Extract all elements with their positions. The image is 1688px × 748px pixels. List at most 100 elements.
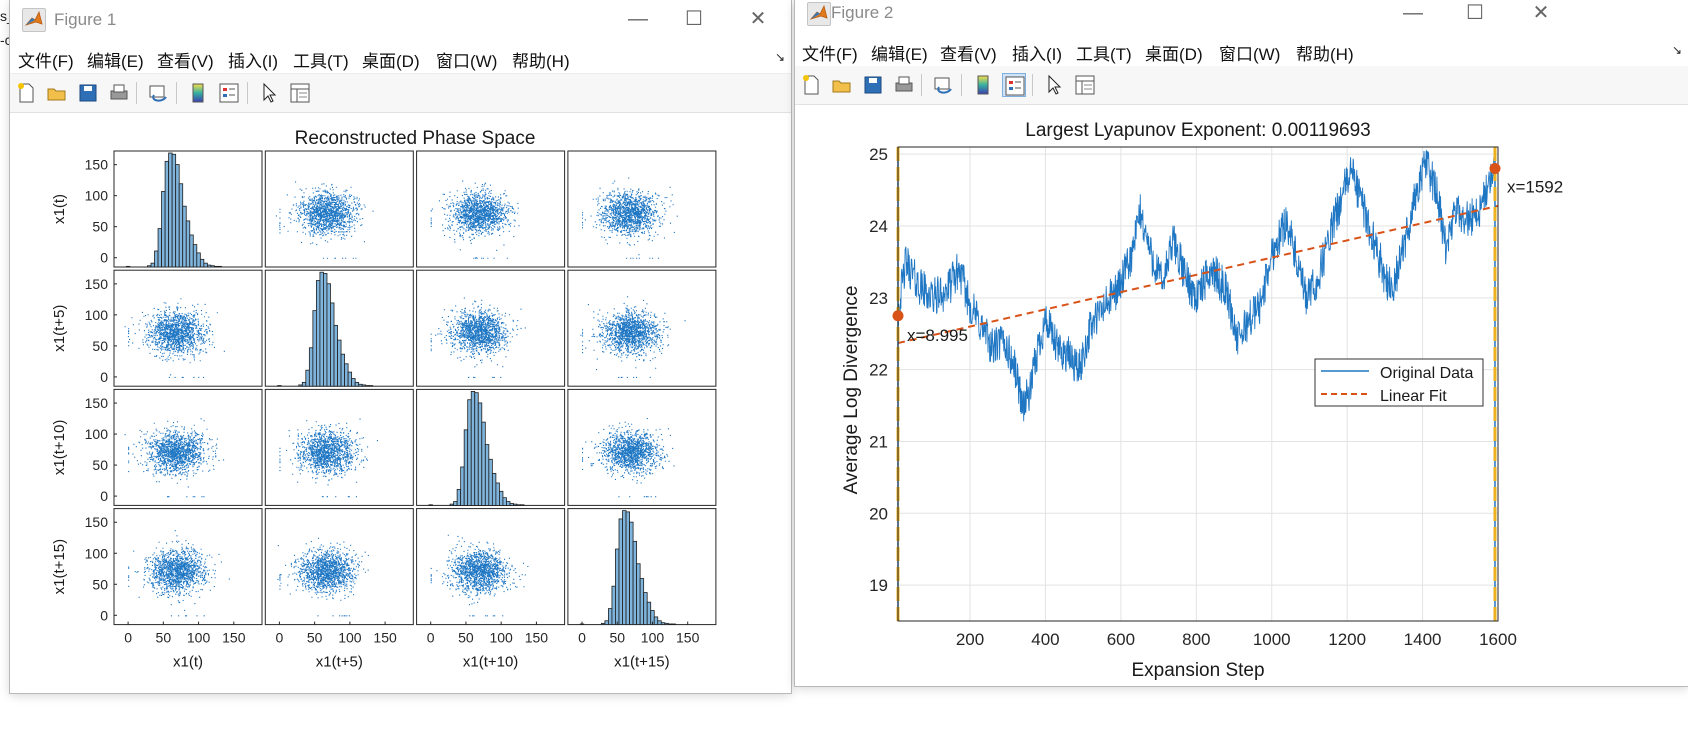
minimize-button[interactable]: — — [1403, 2, 1423, 24]
menu-window[interactable]: 窗口(W) — [1219, 45, 1281, 64]
histogram-bar — [178, 183, 184, 268]
print-icon[interactable] — [107, 81, 131, 105]
x-axis-label: Expansion Step — [1131, 660, 1264, 681]
menu-help[interactable]: 帮助(H) — [1296, 45, 1354, 64]
dock-arrow-icon[interactable]: ↘ — [1671, 43, 1682, 57]
close-button[interactable]: ✕ — [1532, 2, 1550, 24]
y-axis-label: Average Log Divergence — [841, 286, 862, 495]
new-figure-icon[interactable] — [799, 73, 823, 97]
histogram-bar — [189, 234, 194, 268]
legend-icon[interactable] — [217, 81, 241, 105]
y-tick-label: 0 — [100, 607, 108, 623]
menu-desktop[interactable]: 桌面(D) — [1145, 45, 1203, 64]
histogram-bar — [516, 504, 521, 506]
menu-file[interactable]: 文件(F) — [802, 45, 858, 64]
histogram-bar — [502, 497, 507, 506]
save-icon[interactable] — [861, 73, 885, 97]
window-title: Figure 1 — [54, 10, 117, 29]
figure-2-titlebar[interactable]: Figure 2 — ☐ ✕ — [795, 0, 1688, 34]
axes-frame — [897, 146, 1499, 622]
menu-window[interactable]: 窗口(W) — [436, 52, 498, 71]
legend-fit-label: Linear Fit — [1380, 388, 1447, 405]
y-tick-label: 25 — [869, 145, 888, 164]
menu-insert[interactable]: 插入(I) — [1012, 45, 1063, 64]
histogram-bar — [277, 385, 282, 387]
histogram-bar — [499, 490, 504, 506]
menu-help[interactable]: 帮助(H) — [512, 52, 570, 71]
y-tick-label: 19 — [869, 576, 888, 595]
x-tick-label: 100 — [187, 630, 211, 646]
histogram-bar — [604, 620, 609, 625]
menu-edit[interactable]: 编辑(E) — [87, 52, 144, 71]
x-tick-label: 0 — [275, 630, 283, 646]
histogram-bar — [600, 622, 606, 625]
close-button[interactable]: ✕ — [749, 8, 767, 30]
menu-desktop[interactable]: 桌面(D) — [362, 52, 420, 71]
new-figure-icon[interactable] — [14, 81, 38, 105]
histogram-bar — [361, 384, 367, 387]
colorbar-icon[interactable] — [186, 81, 210, 105]
histogram-bar — [368, 385, 374, 387]
subplot-frame — [113, 388, 263, 506]
x-tick-label: 150 — [373, 630, 397, 646]
menu-view[interactable]: 查看(V) — [157, 52, 214, 71]
x-axis-label: x1(t+15) — [614, 654, 669, 671]
menu-tools[interactable]: 工具(T) — [1076, 45, 1132, 64]
legend-icon[interactable] — [1002, 73, 1026, 97]
figure-1-titlebar[interactable]: Figure 1 — ☐ ✕ — [10, 0, 791, 40]
legend[interactable]: Original Data Linear Fit — [1314, 358, 1484, 407]
property-inspector-icon[interactable] — [1073, 73, 1097, 97]
scatter-points — [128, 530, 230, 617]
save-icon[interactable] — [76, 81, 100, 105]
dock-arrow-icon[interactable]: ↘ — [774, 50, 785, 64]
histogram-bar — [474, 392, 479, 506]
colorbar-icon[interactable] — [971, 73, 995, 97]
y-tick-label: 20 — [869, 504, 888, 523]
histogram-bar — [660, 622, 666, 625]
menu-edit[interactable]: 编辑(E) — [871, 45, 928, 64]
maximize-button[interactable]: ☐ — [1466, 2, 1484, 24]
scatter-matrix-chart: Reconstructed Phase Space 0 50 100 150 x1(t)… — [51, 128, 717, 671]
histogram-bar — [449, 503, 455, 506]
menu-file[interactable]: 文件(F) — [18, 52, 74, 71]
x-tick-label: 0 — [578, 630, 586, 646]
x-tick-label: 100 — [338, 630, 362, 646]
open-file-icon[interactable] — [45, 81, 69, 105]
link-plot-icon[interactable] — [931, 73, 955, 97]
maximize-button[interactable]: ☐ — [685, 8, 703, 30]
histogram-bar — [491, 472, 497, 506]
histogram-bar — [305, 369, 310, 387]
menu-insert[interactable]: 插入(I) — [228, 52, 279, 71]
histogram-bar — [196, 252, 201, 268]
histogram-bar — [622, 510, 627, 626]
subplot-2-1: 0 50 100 150 x1(t+5) — [51, 269, 263, 387]
histogram-bar — [520, 504, 525, 506]
menu-bar: 文件(F) 编辑(E) 查看(V) 插入(I) 工具(T) 桌面(D) 窗口(W… — [795, 33, 1688, 67]
scatter-points — [580, 296, 686, 378]
scatter-points — [430, 297, 526, 378]
histogram-bar — [657, 620, 662, 625]
legend-original-label: Original Data — [1380, 365, 1473, 382]
x-tick-label: 50 — [307, 630, 323, 646]
open-file-icon[interactable] — [830, 73, 854, 97]
histogram-bar — [192, 244, 198, 268]
scatter-points — [582, 177, 678, 259]
histogram-bar — [428, 504, 433, 506]
edit-plot-icon[interactable] — [257, 81, 281, 105]
toolbar-separator — [961, 74, 962, 96]
datatip-marker[interactable] — [1489, 163, 1501, 175]
scatter-points — [124, 298, 225, 378]
menu-view[interactable]: 查看(V) — [940, 45, 997, 64]
minimize-button[interactable]: — — [628, 8, 648, 30]
property-inspector-icon[interactable] — [288, 81, 312, 105]
histogram-bar — [636, 563, 641, 625]
print-icon[interactable] — [892, 73, 916, 97]
toolbar-separator — [921, 74, 922, 96]
y-tick-label: 50 — [92, 457, 108, 473]
y-tick-label: 150 — [85, 157, 109, 173]
datatip-marker[interactable] — [892, 310, 904, 322]
menu-tools[interactable]: 工具(T) — [293, 52, 349, 71]
histogram-bar — [470, 390, 476, 506]
edit-plot-icon[interactable] — [1042, 73, 1066, 97]
link-plot-icon[interactable] — [146, 81, 170, 105]
